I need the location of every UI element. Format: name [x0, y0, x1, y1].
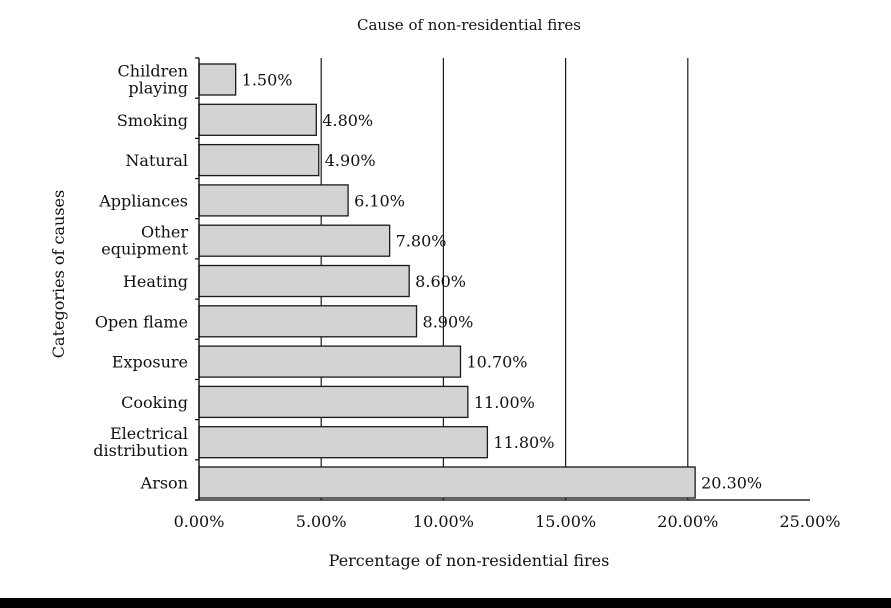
- value-label: 8.60%: [415, 272, 466, 291]
- value-label: 11.00%: [474, 393, 535, 412]
- bar: [198, 143, 320, 177]
- value-label: 4.80%: [322, 111, 373, 130]
- category-label: Smoking: [117, 111, 188, 130]
- bar: [198, 385, 469, 419]
- category-label: Open flame: [95, 312, 188, 331]
- category-label-line: Children: [118, 62, 188, 81]
- value-label: 7.80%: [396, 232, 447, 251]
- category-label-line: Electrical: [110, 424, 188, 443]
- value-label: 11.80%: [493, 433, 554, 452]
- chart-title: Cause of non-residential fires: [357, 16, 581, 34]
- category-label-line: Other: [141, 223, 188, 242]
- x-tick-label: 0.00%: [174, 512, 225, 531]
- value-label: 8.90%: [423, 312, 474, 331]
- axes: [195, 57, 810, 501]
- value-label: 20.30%: [701, 474, 762, 493]
- category-label: Other equipment: [101, 223, 188, 259]
- value-label: 4.90%: [325, 151, 376, 170]
- value-label: 10.70%: [467, 353, 528, 372]
- bar: [198, 264, 410, 298]
- category-label: Exposure: [112, 353, 188, 372]
- x-tick-label: 10.00%: [413, 512, 474, 531]
- bars: [198, 63, 696, 499]
- category-label: Appliances: [98, 191, 188, 210]
- value-labels: 1.50% 4.80% 4.90% 6.10% 7.80% 8.60% 8.90% 10.70…: [242, 71, 762, 493]
- bottom-rule: [0, 598, 891, 608]
- x-tick-labels: 0.00% 5.00% 10.00% 15.00% 20.00% 25.00%: [174, 512, 841, 531]
- category-label: Electrical distribution: [93, 424, 188, 460]
- bar: [198, 305, 418, 338]
- category-label: Natural: [125, 151, 188, 170]
- bar: [198, 63, 237, 96]
- bar: [198, 345, 462, 378]
- bar: [198, 224, 391, 257]
- category-labels: Children playing Smoking Natural Appliances O…: [93, 62, 188, 493]
- value-label: 1.50%: [242, 71, 293, 90]
- category-label: Cooking: [121, 393, 188, 412]
- bar: [198, 466, 696, 499]
- x-axis-label: Percentage of non-residential fires: [329, 551, 610, 570]
- x-tick-label: 25.00%: [779, 512, 840, 531]
- category-label: Children playing: [118, 62, 188, 98]
- bar: [198, 426, 489, 459]
- category-label: Arson: [140, 474, 188, 493]
- bar: [198, 184, 349, 217]
- x-tick-label: 20.00%: [657, 512, 718, 531]
- bar: [198, 103, 317, 136]
- y-axis-label: Categories of causes: [49, 190, 68, 358]
- category-label-line: equipment: [101, 240, 188, 259]
- category-label-line: playing: [128, 79, 188, 98]
- category-label: Heating: [123, 272, 188, 291]
- value-label: 6.10%: [354, 191, 405, 210]
- category-label-line: distribution: [93, 441, 188, 460]
- x-tick-label: 5.00%: [296, 512, 347, 531]
- x-tick-label: 15.00%: [535, 512, 596, 531]
